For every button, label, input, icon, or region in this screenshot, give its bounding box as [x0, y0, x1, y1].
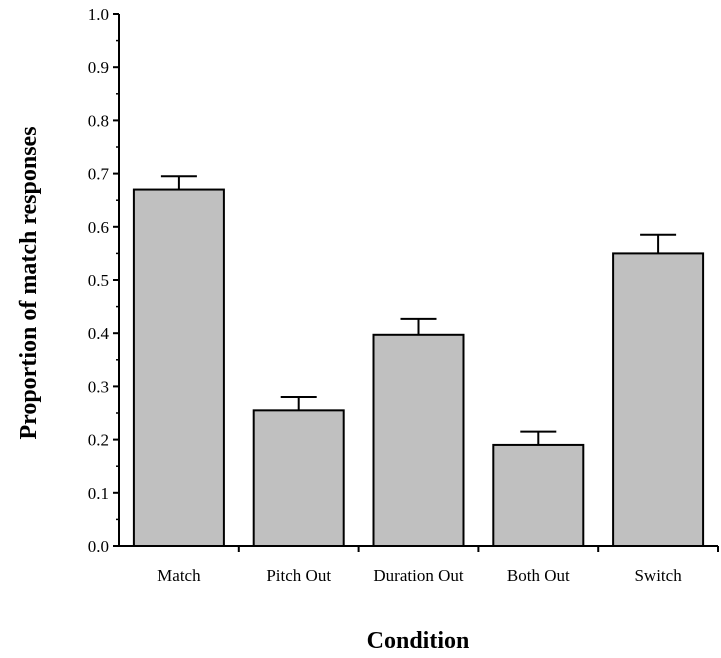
x-tick-label: Duration Out — [373, 566, 463, 585]
x-axis-title: Condition — [367, 628, 470, 654]
bar-switch — [612, 252, 705, 547]
y-axis-title: Proportion of match responses — [16, 126, 42, 439]
y-tick-label: 0.6 — [88, 218, 109, 237]
y-tick-label: 0.5 — [88, 271, 109, 290]
y-tick-label: 0.9 — [88, 58, 109, 77]
x-tick-label: Pitch Out — [266, 566, 331, 585]
x-axis-ticks: Match Pitch Out Duration Out Both Out Switch — [157, 546, 719, 585]
x-tick-label: Both Out — [507, 566, 570, 585]
y-tick-label: 0.3 — [88, 377, 109, 396]
y-tick-label: 1.0 — [88, 5, 109, 24]
y-tick-label: 0.2 — [88, 431, 109, 450]
x-tick-label: Match — [157, 566, 201, 585]
y-tick-label: 0.8 — [88, 111, 109, 130]
bar-pitch-out — [252, 409, 345, 547]
y-tick-label: 0.1 — [88, 484, 109, 503]
bars — [132, 175, 705, 548]
bar-duration-out — [372, 333, 465, 547]
y-tick-label: 0.0 — [88, 537, 109, 556]
x-tick-label: Switch — [634, 566, 682, 585]
y-tick-label: 0.7 — [88, 165, 110, 184]
bar-both-out — [492, 443, 585, 548]
y-tick-label: 0.4 — [88, 324, 110, 343]
y-axis-ticks: 0.0 0.1 0.2 0.3 0.4 0.5 0.6 0.7 0.8 0.9 1.0 — [88, 5, 119, 556]
bar-match — [132, 188, 225, 547]
